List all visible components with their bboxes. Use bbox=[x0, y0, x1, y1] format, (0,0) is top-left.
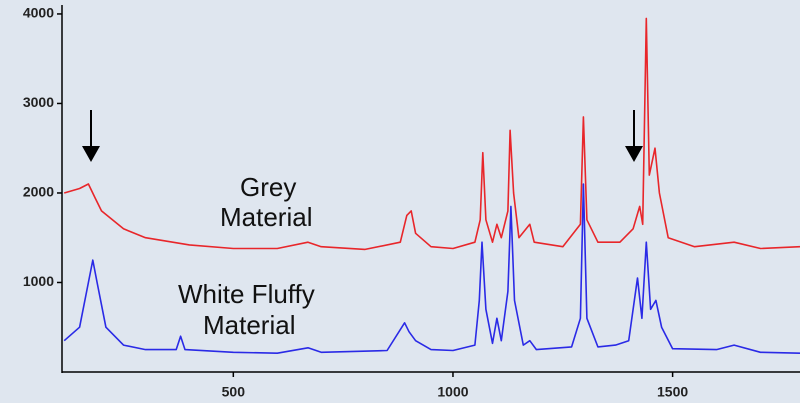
x-tick-label: 1500 bbox=[657, 384, 688, 400]
y-tick-label: 4000 bbox=[23, 5, 54, 21]
annotation: Material bbox=[220, 202, 312, 232]
annotation: White Fluffy bbox=[178, 279, 315, 309]
data-line bbox=[63, 17, 800, 251]
arrow bbox=[82, 110, 100, 162]
y-tick-label: 3000 bbox=[23, 94, 54, 110]
annotation: Grey bbox=[240, 172, 296, 202]
annotation: Material bbox=[203, 310, 295, 340]
data-line bbox=[63, 183, 800, 354]
arrow bbox=[625, 110, 643, 162]
y-tick-label: 2000 bbox=[23, 184, 54, 200]
x-tick-label: 500 bbox=[222, 384, 246, 400]
x-tick-label: 1000 bbox=[437, 384, 468, 400]
y-tick-label: 1000 bbox=[23, 273, 54, 289]
